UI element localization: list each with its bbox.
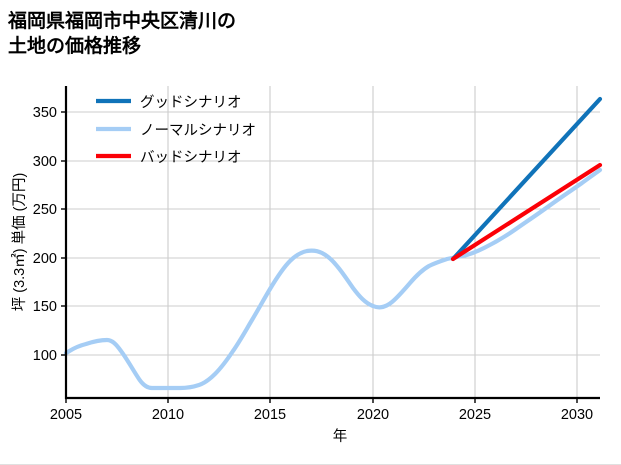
- series-bad-scenario: [450, 162, 603, 262]
- x-tick-label: 2005: [50, 407, 82, 423]
- y-tick-label: 250: [33, 202, 57, 218]
- legend-item-bad-scenario[interactable]: バッドシナリオ: [96, 150, 242, 166]
- legend-label-bad-scenario: バッドシナリオ: [140, 150, 242, 166]
- x-tick-label: 2025: [459, 407, 491, 423]
- x-tick-label: 2030: [561, 407, 593, 423]
- y-gridlines: [66, 111, 600, 356]
- y-tick-label: 300: [33, 154, 57, 170]
- legend-label-normal-scenario: ノーマルシナリオ: [140, 123, 256, 139]
- y-tick-labels: 350 300 250 200 150 100: [33, 105, 57, 364]
- y-tick-label: 150: [33, 299, 57, 315]
- legend-label-good-scenario: グッドシナリオ: [140, 94, 242, 111]
- x-tick-label: 2015: [254, 407, 286, 423]
- series-good-scenario: [450, 96, 603, 262]
- chart-title: 福岡県福岡市中央区清川の 土地の価格推移: [8, 11, 237, 58]
- y-axis-title: 坪 (3.3㎡) 単価 (万円): [11, 173, 28, 312]
- legend-item-good-scenario[interactable]: グッドシナリオ: [96, 94, 242, 111]
- x-tick-label: 2020: [357, 407, 389, 423]
- series-normal-scenario: [63, 167, 603, 391]
- legend-item-normal-scenario[interactable]: ノーマルシナリオ: [96, 123, 256, 139]
- x-tick-labels: 2005 2010 2015 2020 2025 2030: [50, 407, 593, 423]
- x-tickmarks: [65, 398, 578, 403]
- y-tickmarks: [61, 111, 66, 356]
- y-tick-label: 350: [33, 105, 57, 121]
- y-tick-label: 100: [33, 348, 57, 364]
- x-tick-label: 2010: [152, 407, 184, 423]
- legend: グッドシナリオ ノーマルシナリオ バッドシナリオ: [96, 94, 256, 166]
- y-tick-label: 200: [33, 251, 57, 267]
- x-axis-title: 年: [333, 428, 348, 445]
